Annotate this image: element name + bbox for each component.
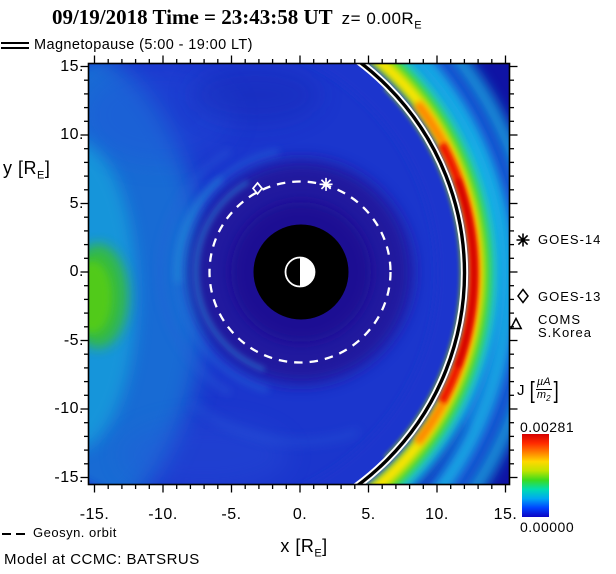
y-tick-label: -15. bbox=[54, 468, 84, 486]
magnetopause-line-sample bbox=[1, 42, 29, 49]
x-tick-label: -5. bbox=[221, 506, 242, 523]
ripple-arc bbox=[157, 148, 232, 396]
outer-wave-arc-1 bbox=[412, 63, 510, 485]
x-tick-label: 15. bbox=[493, 506, 518, 523]
geosyn-dash-sample bbox=[2, 533, 11, 536]
x-tick-label: 0. bbox=[292, 506, 308, 523]
x-tick-label: 5. bbox=[361, 506, 376, 523]
x-tick-label: 10. bbox=[425, 506, 449, 523]
plot-title: 09/19/2018 Time = 23:43:58 UT z= 0.00RE bbox=[0, 5, 474, 31]
colorbar-min-value: 0.00000 bbox=[520, 519, 575, 535]
y-tick-label: 10. bbox=[60, 126, 84, 143]
model-credit: Model at CCMC: BATSRUS bbox=[4, 551, 200, 568]
earth-nightside bbox=[285, 257, 300, 287]
x-tick-label: -10. bbox=[148, 506, 178, 523]
colorbar-max-value: 0.00281 bbox=[520, 419, 575, 435]
ripple-arc bbox=[193, 179, 266, 373]
geosyn-orbit-label: Geosyn. orbit bbox=[33, 525, 117, 540]
y-tick-label: -10. bbox=[54, 400, 84, 417]
geosynchronous-orbit-circle bbox=[208, 180, 392, 364]
legend-label-coms: COMS bbox=[538, 312, 581, 327]
colorbar-gradient bbox=[522, 434, 549, 517]
x-tick-label: -15. bbox=[79, 506, 110, 523]
goes13-diamond-icon bbox=[517, 288, 529, 304]
y-tick-label: 5. bbox=[69, 194, 84, 212]
legend-label-goes13: GOES-13 bbox=[538, 289, 602, 304]
earth bbox=[284, 256, 316, 288]
ripple-arc bbox=[175, 176, 224, 283]
colorbar-unit-numerator: µA bbox=[535, 376, 552, 390]
y-tick-label: 0. bbox=[69, 263, 84, 280]
y-tick-label: -5. bbox=[63, 331, 84, 349]
magnetopause-line bbox=[355, 63, 467, 485]
satellite-marker-goes-13 bbox=[251, 181, 264, 196]
satellite-markers bbox=[251, 177, 333, 196]
satellite-marker-goes-14 bbox=[319, 177, 333, 191]
x-axis-label: x [RE] bbox=[280, 536, 328, 560]
title-datetime: 09/19/2018 Time = 23:43:58 UT bbox=[51, 5, 333, 29]
y-tick-label: 15. bbox=[60, 57, 84, 75]
goes14-asterisk-icon bbox=[516, 233, 530, 247]
y-axis-label: y [RE] bbox=[3, 158, 51, 182]
legend-label-goes14: GOES-14 bbox=[538, 232, 602, 247]
axis-ticks bbox=[80, 55, 518, 493]
colorbar-unit-denominator: m2 bbox=[536, 389, 551, 404]
coms-triangle-icon bbox=[509, 316, 523, 330]
plot-frame bbox=[87, 62, 511, 486]
earth-outline bbox=[284, 256, 316, 288]
title-z-slice: z= 0.00RE bbox=[341, 9, 423, 32]
geosyn-dash-sample bbox=[16, 533, 25, 536]
magnetopause-legend-label: Magnetopause (5:00 - 19:00 LT) bbox=[34, 37, 253, 53]
plot-content bbox=[88, 63, 510, 485]
ripple-arc bbox=[188, 399, 360, 445]
legend-label-coms-country: S.Korea bbox=[538, 325, 592, 340]
colorbar-label: J[µA m2] bbox=[517, 376, 559, 404]
